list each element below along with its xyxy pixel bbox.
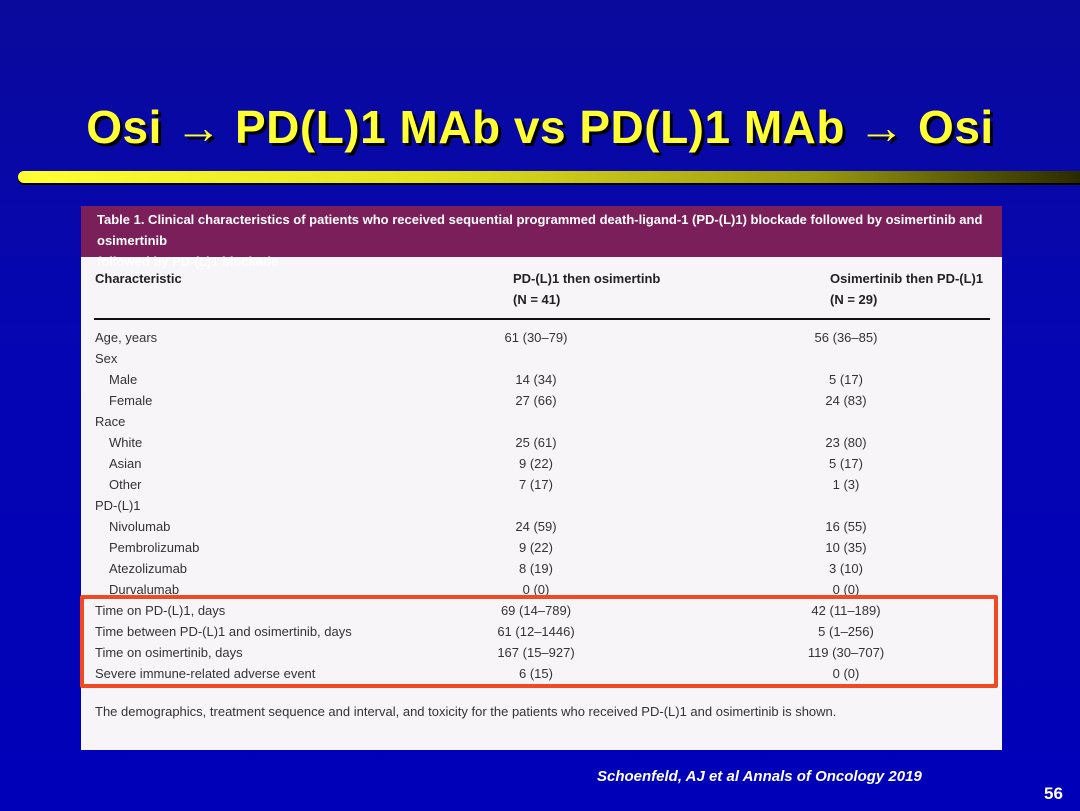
row-value-osimertinib-then-pd-l1: 16 (55) (825, 519, 867, 534)
row-value-pd-l1-then-osimertinib: 167 (15–927) (497, 645, 575, 660)
table-row: Age, years 61 (30–79) 56 (36–85) (81, 327, 1002, 348)
row-value-osimertinib-then-pd-l1: 42 (11–189) (811, 603, 881, 618)
header-col2-n: (N = 41) (513, 292, 561, 307)
row-value-pd-l1-then-osimertinib: 6 (15) (519, 666, 553, 681)
row-value-osimertinib-then-pd-l1: 5 (17) (829, 372, 863, 387)
header-col3-n: (N = 29) (830, 292, 878, 307)
row-value-osimertinib-then-pd-l1: 0 (0) (832, 666, 860, 681)
header-pd-l1-then-osimertinib: PD-(L)1 then osimertinb (N = 41) (513, 268, 660, 310)
table-footnote: The demographics, treatment sequence and… (95, 704, 837, 719)
row-label: Other (109, 477, 142, 492)
citation: Schoenfeld, AJ et al Annals of Oncology … (597, 768, 922, 785)
row-value-osimertinib-then-pd-l1: 0 (0) (832, 582, 860, 597)
table-row: Male 14 (34) 5 (17) (81, 369, 1002, 390)
row-label: Female (109, 393, 153, 408)
table-row: Nivolumab 24 (59) 16 (55) (81, 516, 1002, 537)
table-row: Durvalumab 0 (0) 0 (0) (81, 579, 1002, 600)
row-label: Sex (95, 351, 118, 366)
row-label: Nivolumab (109, 519, 171, 534)
header-osimertinib-then-pd-l1: Osimertinib then PD-(L)1 (N = 29) (830, 268, 983, 310)
table-row: Race (81, 411, 1002, 432)
row-label: Race (95, 414, 126, 429)
slide-title: Osi → PD(L)1 MAb vs PD(L)1 MAb → Osi (86, 101, 994, 153)
row-value-osimertinib-then-pd-l1: 23 (80) (825, 435, 867, 450)
row-value-osimertinib-then-pd-l1: 119 (30–707) (807, 645, 885, 660)
row-label: Asian (109, 456, 142, 471)
row-label: Pembrolizumab (109, 540, 200, 555)
table-row: Sex (81, 348, 1002, 369)
row-label: Atezolizumab (109, 561, 188, 576)
page-number: 56 (1044, 784, 1063, 803)
row-value-osimertinib-then-pd-l1: 3 (10) (829, 561, 863, 576)
table-row: PD-(L)1 (81, 495, 1002, 516)
table-row: Female 27 (66) 24 (83) (81, 390, 1002, 411)
highlight-box (80, 595, 998, 688)
row-label: Age, years (95, 330, 158, 345)
row-value-pd-l1-then-osimertinib: 8 (19) (519, 561, 553, 576)
table-row: White 25 (61) 23 (80) (81, 432, 1002, 453)
header-col2-name: PD-(L)1 then osimertinb (513, 271, 661, 286)
row-value-osimertinib-then-pd-l1: 56 (36–85) (814, 330, 878, 345)
row-label: Time on PD-(L)1, days (95, 603, 226, 618)
table-row: Severe immune-related adverse event 6 (15… (81, 663, 1002, 684)
row-label: White (109, 435, 143, 450)
row-value-pd-l1-then-osimertinib: 7 (17) (519, 477, 553, 492)
row-label: Time on osimertinib, days (95, 645, 243, 660)
row-label: Male (109, 372, 138, 387)
row-value-pd-l1-then-osimertinib: 9 (22) (519, 456, 553, 471)
row-value-osimertinib-then-pd-l1: 5 (17) (829, 456, 863, 471)
caption-line-2: followed by PD-(L)1 blockade (97, 254, 279, 269)
title-underline (18, 171, 1080, 183)
row-value-osimertinib-then-pd-l1: 1 (3) (832, 477, 860, 492)
row-value-pd-l1-then-osimertinib: 9 (22) (519, 540, 553, 555)
table-card: Table 1. Clinical characteristics of pat… (81, 206, 1002, 750)
row-value-pd-l1-then-osimertinib: 24 (59) (515, 519, 557, 534)
row-value-pd-l1-then-osimertinib: 14 (34) (515, 372, 557, 387)
row-value-osimertinib-then-pd-l1: 10 (35) (825, 540, 867, 555)
table-row: Time on osimertinib, days 167 (15–927) 119… (81, 642, 1002, 663)
table-row: Other 7 (17) 1 (3) (81, 474, 1002, 495)
row-label: Durvalumab (109, 582, 180, 597)
row-value-pd-l1-then-osimertinib: 69 (14–789) (500, 603, 572, 618)
row-label: PD-(L)1 (95, 498, 141, 513)
table-row: Time between PD-(L)1 and osimertinib, da… (81, 621, 1002, 642)
row-value-osimertinib-then-pd-l1: 24 (83) (825, 393, 867, 408)
row-value-pd-l1-then-osimertinib: 27 (66) (515, 393, 557, 408)
table-row: Asian 9 (22) 5 (17) (81, 453, 1002, 474)
row-label: Severe immune-related adverse event (95, 666, 316, 681)
table-row: Time on PD-(L)1, days 69 (14–789) 42 (11–1… (81, 600, 1002, 621)
header-col3-name: Osimertinib then PD-(L)1 (830, 271, 984, 286)
table-row: Pembrolizumab 9 (22) 10 (35) (81, 537, 1002, 558)
row-value-pd-l1-then-osimertinib: 61 (30–79) (504, 330, 568, 345)
table-row: Atezolizumab 8 (19) 3 (10) (81, 558, 1002, 579)
header-rule (94, 318, 990, 320)
row-value-pd-l1-then-osimertinib: 0 (0) (522, 582, 550, 597)
row-value-pd-l1-then-osimertinib: 61 (12–1446) (497, 624, 575, 639)
table-caption: Table 1. Clinical characteristics of pat… (81, 206, 1002, 269)
caption-line-1: Table 1. Clinical characteristics of pat… (97, 212, 983, 248)
row-value-pd-l1-then-osimertinib: 25 (61) (515, 435, 557, 450)
header-characteristic: Characteristic (95, 271, 182, 286)
row-label: Time between PD-(L)1 and osimertinib, da… (95, 624, 352, 639)
row-value-osimertinib-then-pd-l1: 5 (1–256) (818, 624, 874, 639)
